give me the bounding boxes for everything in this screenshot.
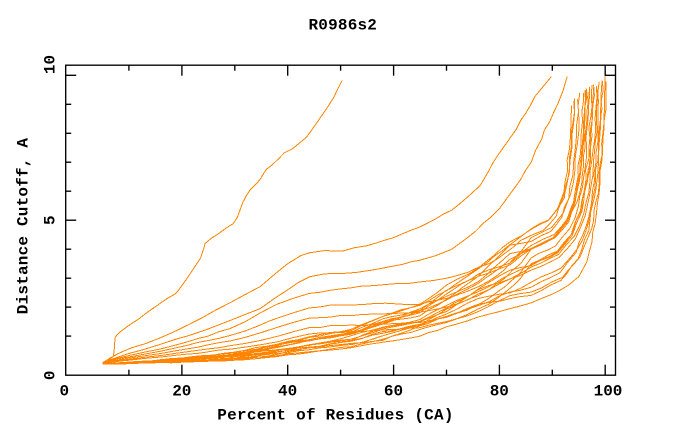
svg-text:60: 60 [384, 383, 403, 401]
svg-text:10: 10 [42, 55, 60, 74]
svg-text:Distance Cutoff, A: Distance Cutoff, A [15, 138, 33, 315]
svg-text:0: 0 [59, 383, 69, 401]
svg-text:80: 80 [490, 383, 509, 401]
svg-text:0: 0 [42, 370, 60, 380]
svg-text:20: 20 [172, 383, 191, 401]
svg-text:Percent of Residues (CA): Percent of Residues (CA) [217, 407, 453, 425]
svg-text:40: 40 [278, 383, 297, 401]
svg-text:R0986s2: R0986s2 [308, 17, 377, 35]
svg-text:100: 100 [594, 383, 623, 401]
svg-text:5: 5 [42, 215, 60, 225]
